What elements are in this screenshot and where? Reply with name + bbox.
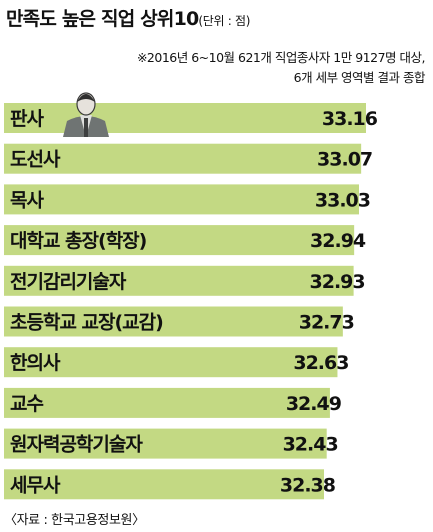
bar-row: 세무사 32.38 xyxy=(4,469,337,500)
source-note: 〈자료 : 한국고용정보원〉 xyxy=(4,513,145,528)
value-label: 32.43 xyxy=(283,434,338,456)
chart-title-text: 만족도 높은 직업 상위10 xyxy=(6,8,199,30)
category-label: 전기감리기술자 xyxy=(10,271,127,293)
category-label: 판사 xyxy=(10,108,44,130)
value-label: 33.03 xyxy=(315,189,370,211)
value-label: 32.94 xyxy=(310,230,366,252)
category-label: 초등학교 교장(교감) xyxy=(10,312,163,334)
value-label: 32.49 xyxy=(286,393,341,415)
bar-row: 전기감리기술자 32.93 xyxy=(4,265,366,296)
bar xyxy=(4,265,354,296)
bar-row: 판사 33.16 xyxy=(4,103,379,133)
value-label: 32.38 xyxy=(280,474,336,496)
unit-label: (단위 : 점) xyxy=(198,14,251,28)
bar xyxy=(4,184,359,215)
value-label: 33.07 xyxy=(317,149,372,171)
bar-row: 교수 32.49 xyxy=(4,387,342,418)
category-label: 원자력공학기술자 xyxy=(10,434,143,456)
bar-row: 도선사 33.07 xyxy=(4,143,373,174)
category-label: 교수 xyxy=(10,393,43,415)
category-label: 대학교 총장(학장) xyxy=(10,230,147,252)
value-label: 33.16 xyxy=(322,108,378,130)
bar xyxy=(4,143,362,174)
bar xyxy=(4,306,343,337)
bar xyxy=(4,428,327,459)
judge-tie xyxy=(84,118,88,137)
survey-note-line-1: ※2016년 6~10월 621개 직업종사자 1만 9127명 대상, xyxy=(136,50,426,65)
chart-title: 만족도 높은 직업 상위10(단위 : 점) xyxy=(6,4,250,31)
bar-row: 목사 33.03 xyxy=(4,184,371,215)
category-label: 도선사 xyxy=(10,149,61,171)
bar xyxy=(4,469,324,500)
value-label: 32.93 xyxy=(310,271,365,293)
judge-hair xyxy=(77,94,95,102)
bar-row: 대학교 총장(학장) 32.94 xyxy=(4,225,367,256)
bar xyxy=(4,387,330,418)
category-label: 한의사 xyxy=(10,352,61,374)
bar-row: 초등학교 교장(교감) 32.73 xyxy=(4,306,355,337)
category-label: 목사 xyxy=(10,189,44,211)
bar-row: 원자력공학기술자 32.43 xyxy=(4,428,339,459)
judge-figure-icon xyxy=(63,92,109,137)
value-label: 32.73 xyxy=(299,312,354,334)
survey-note: ※2016년 6~10월 621개 직업종사자 1만 9127명 대상, 6개 … xyxy=(5,48,426,88)
category-label: 세무사 xyxy=(10,474,61,496)
survey-note-line-2: 6개 세부 영역별 결과 종합 xyxy=(293,70,426,85)
value-label: 32.63 xyxy=(293,352,348,374)
bar xyxy=(4,347,338,378)
bar xyxy=(4,103,366,133)
bar xyxy=(4,225,355,256)
bar-row: 한의사 32.63 xyxy=(4,347,349,378)
